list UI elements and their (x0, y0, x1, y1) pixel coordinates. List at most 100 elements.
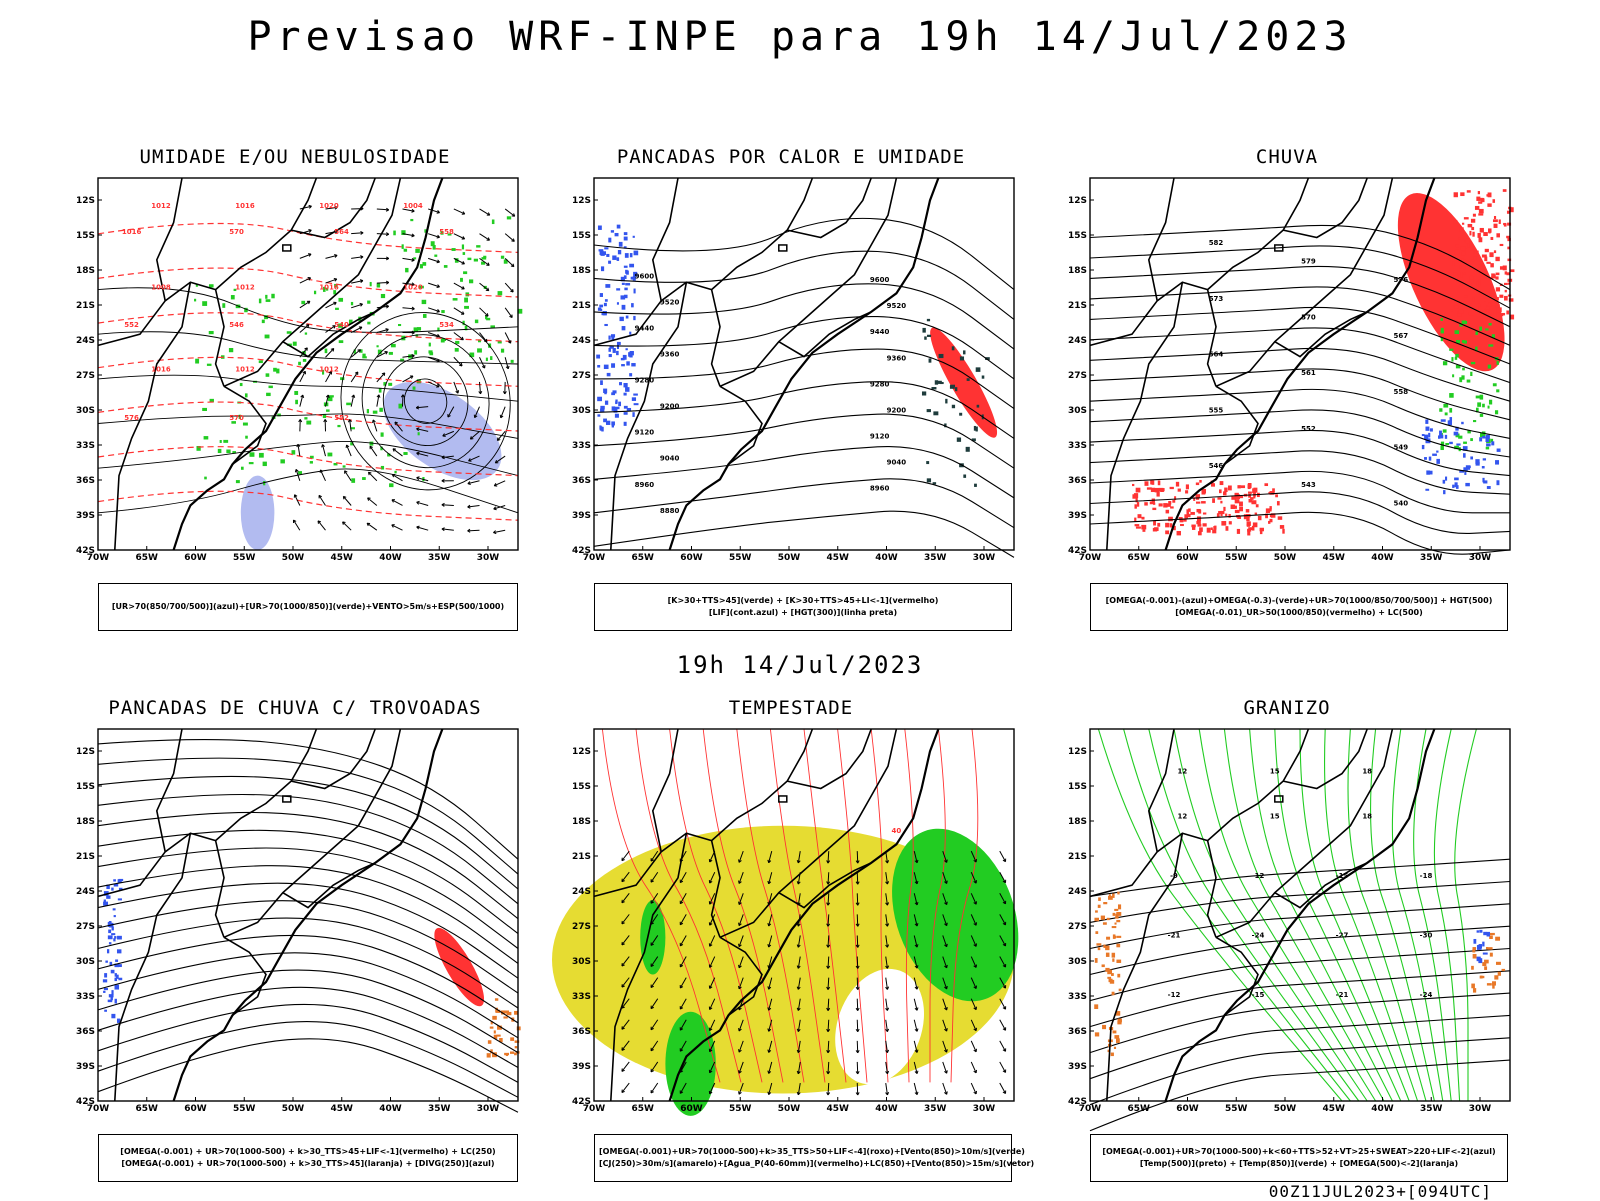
speckle (1461, 246, 1466, 250)
speckle (1474, 250, 1476, 253)
speckle (467, 258, 471, 260)
speckle (602, 252, 604, 255)
panel-title: GRANIZO (1052, 697, 1522, 719)
contour-label: -12 (1168, 991, 1181, 999)
speckle (1470, 276, 1473, 280)
speckle (1430, 428, 1433, 431)
speckle (1162, 488, 1165, 491)
speckle (114, 915, 116, 917)
speckle (362, 354, 365, 358)
speckle (398, 404, 402, 409)
speckle (1095, 910, 1098, 912)
speckle (1484, 966, 1487, 970)
speckle (1487, 203, 1491, 207)
contour-label: 558 (1393, 388, 1408, 396)
contour-label: -21 (1336, 991, 1349, 999)
speckle (109, 942, 111, 944)
speckle (1426, 470, 1430, 474)
speckle (632, 412, 634, 417)
contour-label: -15 (1252, 991, 1265, 999)
speckle (1441, 435, 1444, 439)
hgt300-contour-line (594, 382, 1014, 439)
lon-tick-label: 60W (1176, 1104, 1199, 1114)
lat-tick-label: 18S (572, 266, 591, 276)
contour-label: 1004 (403, 202, 423, 210)
contour-label: 1012 (151, 202, 171, 210)
speckle (306, 421, 311, 425)
speckle (1464, 295, 1468, 297)
speckle (103, 979, 107, 982)
lon-tick-label: 60W (184, 553, 207, 563)
speckle (1462, 320, 1467, 323)
speckle (927, 478, 931, 482)
speckle (927, 319, 930, 321)
speckle (495, 998, 498, 1001)
wind-arrow (345, 471, 352, 481)
contour-label: 552 (334, 414, 349, 422)
speckle (624, 237, 628, 241)
lon-tick-label: 70W (1079, 553, 1102, 563)
speckle (1485, 249, 1489, 252)
speckle (604, 247, 608, 249)
speckle (202, 408, 207, 411)
contour-label: 9440 (635, 325, 655, 333)
speckle (1132, 484, 1134, 486)
speckle (626, 271, 629, 275)
contour-label: 9600 (870, 276, 890, 284)
speckle (1241, 485, 1245, 488)
contour-label: 9520 (887, 302, 907, 310)
speckle (1495, 937, 1500, 941)
wind-arrow (1000, 1083, 1006, 1094)
lake-marker (283, 245, 291, 251)
speckle (195, 359, 199, 364)
wind-arrow (377, 282, 389, 283)
speckle (1237, 517, 1241, 519)
forecast-map-chuva: 5825795765735705675645615585555525495465… (1052, 168, 1522, 578)
speckle (612, 425, 614, 428)
speckle (1462, 368, 1465, 371)
speckle (1163, 503, 1167, 507)
contour-label: 1012 (235, 284, 255, 292)
contour-label: 567 (1393, 332, 1408, 340)
speckle (1112, 953, 1115, 958)
lat-tick-label: 27S (572, 371, 591, 381)
lat-tick-label: 30S (572, 406, 591, 416)
speckle (1110, 980, 1114, 984)
contour-label: 9200 (887, 406, 907, 414)
speckle (1489, 252, 1493, 257)
speckle (612, 255, 616, 259)
wind-arrow (454, 234, 465, 239)
contour-label: 564 (1209, 351, 1224, 359)
speckle (220, 440, 222, 443)
speckle (1492, 981, 1496, 985)
speckle (927, 335, 931, 337)
speckle (1491, 441, 1494, 445)
speckle (226, 449, 230, 453)
lon-tick-label: 65W (632, 1104, 655, 1114)
speckle (1223, 507, 1225, 511)
speckle (1467, 190, 1471, 192)
speckle (1478, 191, 1480, 194)
speckle (1111, 1053, 1114, 1057)
contour-label: 9280 (635, 377, 655, 385)
speckle (1187, 512, 1190, 516)
speckle (1443, 490, 1445, 494)
streamline-line (98, 1022, 518, 1098)
lat-tick-label: 12S (1068, 747, 1087, 757)
speckle (265, 335, 270, 339)
speckle (1153, 521, 1156, 526)
speckle (417, 327, 421, 330)
speckle (1490, 953, 1493, 957)
speckle (298, 362, 301, 365)
speckle (403, 452, 407, 455)
speckle (633, 316, 635, 320)
run-info-label: 00Z11JUL2023+[094UTC] (1269, 1182, 1492, 1201)
speckle (370, 282, 372, 286)
speckle (422, 262, 426, 266)
speckle (626, 316, 629, 319)
panel-legend: [OMEGA(-0.001)+UR>70(1000-500)+k<60+TTS>… (1090, 1134, 1508, 1182)
speckle (1458, 238, 1461, 240)
speckle (615, 233, 619, 236)
speckle (1494, 216, 1496, 219)
speckle (959, 413, 962, 416)
